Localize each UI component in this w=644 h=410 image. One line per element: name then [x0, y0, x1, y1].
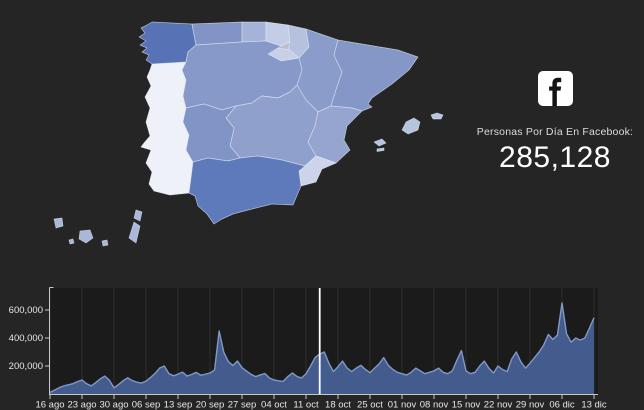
region-baleares[interactable]	[374, 139, 386, 146]
region-andalucia[interactable]	[189, 156, 305, 224]
x-tick-label: 15 nov	[452, 400, 481, 410]
x-tick-label: 27 sep	[228, 400, 257, 410]
x-tick-label: 25 oct	[357, 400, 383, 410]
region-canarias[interactable]	[129, 222, 140, 243]
x-tick-label: 11 oct	[293, 400, 319, 410]
x-tick-label: 13 dic	[581, 400, 607, 410]
region-canarias[interactable]	[102, 240, 108, 246]
x-tick-label: 18 oct	[325, 400, 351, 410]
x-tick-label: 22 nov	[484, 400, 513, 410]
facebook-f-glyph	[538, 71, 573, 106]
region-canarias[interactable]	[79, 230, 93, 243]
x-tick-label: 04 oct	[261, 400, 287, 410]
timeseries-area-chart[interactable]: 200,000 400,000 600,000 16 ago23 ago30 ago 0…	[0, 280, 644, 410]
region-canarias[interactable]	[69, 239, 74, 244]
region-cataluna[interactable]	[331, 40, 418, 111]
x-tick-label: 29 nov	[516, 400, 545, 410]
x-tick-label: 01 nov	[388, 400, 417, 410]
x-tick-label: 08 nov	[420, 400, 449, 410]
region-baleares[interactable]	[431, 113, 443, 119]
kpi-value: 285,128	[455, 141, 644, 175]
y-tick-label: 200,000	[9, 361, 43, 372]
x-tick-label: 16 ago	[35, 400, 64, 410]
region-portugal	[141, 62, 193, 195]
region-baleares[interactable]	[377, 148, 384, 152]
y-tick-label: 600,000	[9, 305, 43, 316]
region-cantabria[interactable]	[242, 22, 266, 42]
x-tick-label: 13 sep	[164, 400, 193, 410]
x-tick-label: 30 ago	[99, 400, 128, 410]
region-canarias[interactable]	[134, 210, 142, 221]
y-tick-label: 400,000	[9, 333, 43, 344]
region-baleares[interactable]	[402, 118, 420, 134]
kpi-label: Personas Por Día En Facebook:	[455, 126, 644, 138]
region-canarias[interactable]	[54, 218, 63, 228]
x-tick-label: 06 dic	[549, 400, 575, 410]
dashboard: Personas Por Día En Facebook: 285,128 20…	[0, 0, 644, 410]
x-tick-label: 23 ago	[67, 400, 96, 410]
facebook-kpi-panel: Personas Por Día En Facebook: 285,128	[455, 71, 644, 175]
x-tick-label: 20 sep	[196, 400, 225, 410]
region-asturias[interactable]	[192, 22, 242, 45]
facebook-icon	[538, 71, 573, 106]
x-tick-label: 06 sep	[132, 400, 161, 410]
